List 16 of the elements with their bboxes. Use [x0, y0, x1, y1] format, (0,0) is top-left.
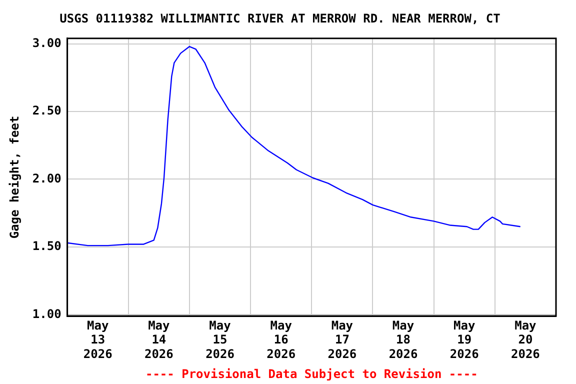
y-tick-label: 2.00 [32, 171, 62, 186]
x-tick-label: May 17 2026 [328, 318, 357, 362]
x-tick-label: May 18 2026 [388, 318, 418, 362]
x-tick-label: May 13 2026 [83, 318, 112, 362]
x-tick-label: May 14 2026 [144, 318, 174, 362]
y-tick-label: 3.00 [32, 36, 62, 50]
y-tick-label: 1.00 [32, 306, 62, 321]
chart-title: USGS 01119382 WILLIMANTIC RIVER AT MERROW RD. NEAR MERROW, CT [60, 11, 500, 26]
x-tick-label: May 19 2026 [450, 318, 479, 362]
x-tick-label: May 15 2026 [206, 318, 234, 362]
y-tick-label: 2.50 [32, 104, 62, 118]
y-axis-title: Gage height, feet [7, 116, 22, 239]
text: ---- Provisional Data Subject to Revision ---- [145, 367, 478, 382]
y-tick-label: 1.50 [32, 239, 62, 254]
x-tick-label: May 16 2026 [266, 318, 296, 362]
x-tick-label: May 20 2026 [511, 318, 540, 362]
